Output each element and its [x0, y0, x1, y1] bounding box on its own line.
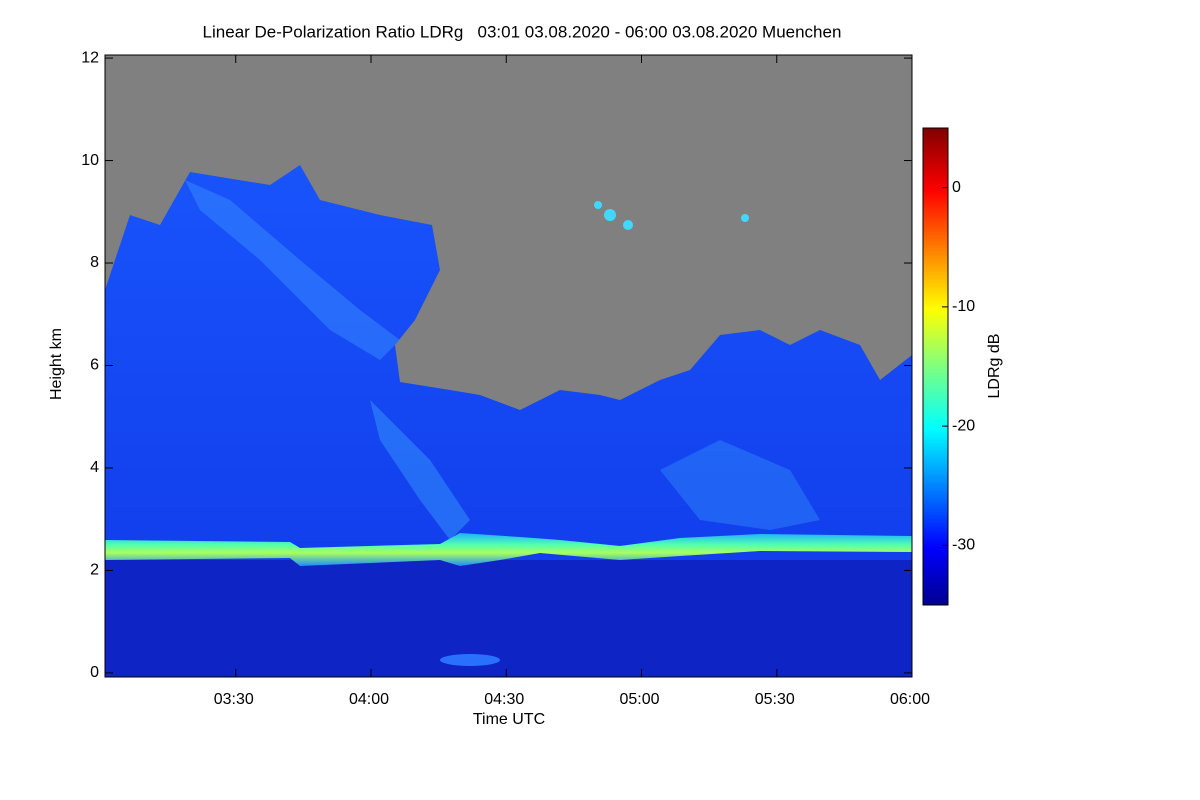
x-tick-label: 06:00 [890, 691, 930, 708]
colorbar-tick-label: -20 [952, 417, 975, 434]
x-tick-label: 05:30 [755, 691, 795, 708]
heatmap-image [105, 55, 912, 677]
colorbar [922, 127, 949, 606]
x-tick-label: 04:30 [484, 691, 524, 708]
x-tick-label: 04:00 [349, 691, 389, 708]
colorbar-tick-label: 0 [952, 179, 961, 196]
x-tick-label: 05:00 [619, 691, 659, 708]
y-axis-label: Height km [48, 328, 65, 400]
y-tick-label: 10 [81, 152, 99, 169]
y-tick-label: 12 [81, 49, 99, 66]
x-axis-label: Time UTC [473, 711, 545, 728]
y-tick-label: 8 [90, 254, 99, 271]
chart-title: Linear De-Polarization Ratio LDRg 03:01 … [203, 22, 842, 41]
y-tick-label: 4 [90, 459, 99, 476]
x-tick-label: 03:30 [214, 691, 254, 708]
y-tick-label: 6 [90, 357, 99, 374]
colorbar-tick-label: -10 [952, 298, 975, 315]
y-tick-label: 2 [90, 562, 99, 579]
colorbar-tick-label: -30 [952, 537, 975, 554]
colorbar-label: LDRg dB [986, 334, 1003, 399]
plot-frame [104, 54, 913, 678]
y-tick-label: 0 [90, 664, 99, 681]
